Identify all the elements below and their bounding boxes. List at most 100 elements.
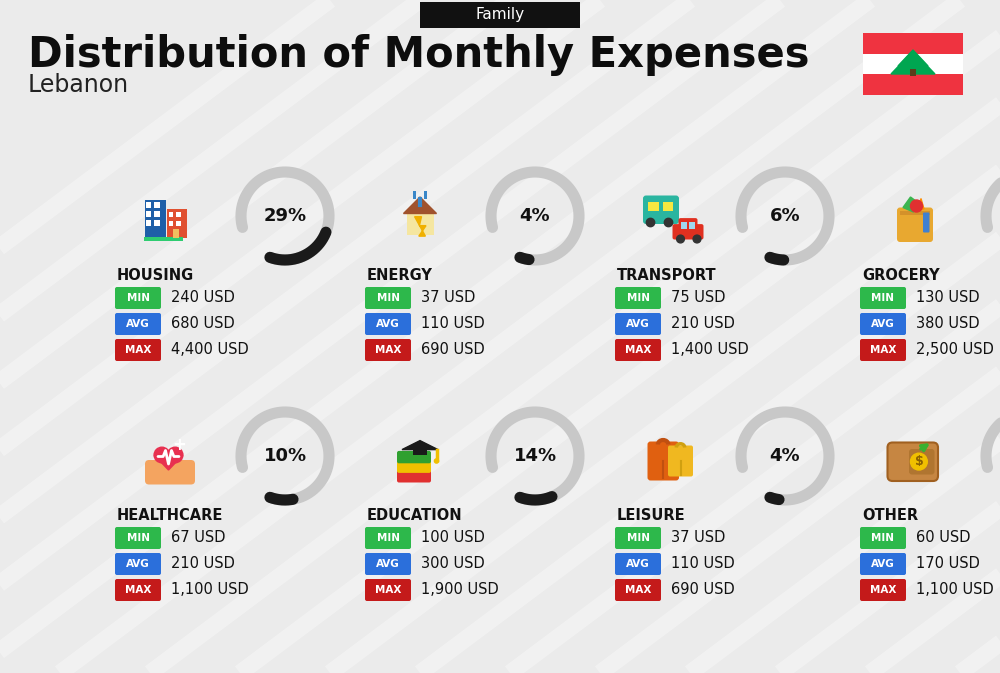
Text: MIN: MIN bbox=[872, 293, 895, 303]
Text: AVG: AVG bbox=[871, 559, 895, 569]
Text: 10%: 10% bbox=[263, 447, 307, 465]
FancyBboxPatch shape bbox=[365, 339, 411, 361]
FancyBboxPatch shape bbox=[662, 202, 673, 211]
Text: MAX: MAX bbox=[125, 345, 151, 355]
Text: HEALTHCARE: HEALTHCARE bbox=[117, 509, 223, 524]
Polygon shape bbox=[891, 51, 935, 74]
FancyBboxPatch shape bbox=[923, 213, 930, 232]
FancyBboxPatch shape bbox=[615, 287, 661, 309]
FancyBboxPatch shape bbox=[860, 579, 906, 601]
Text: 300 USD: 300 USD bbox=[421, 557, 485, 571]
FancyBboxPatch shape bbox=[365, 287, 411, 309]
Text: 690 USD: 690 USD bbox=[671, 583, 735, 598]
FancyBboxPatch shape bbox=[176, 221, 181, 225]
Text: 37 USD: 37 USD bbox=[421, 291, 475, 306]
Text: MIN: MIN bbox=[376, 293, 400, 303]
Text: 1,900 USD: 1,900 USD bbox=[421, 583, 499, 598]
Circle shape bbox=[677, 235, 684, 243]
FancyBboxPatch shape bbox=[146, 220, 151, 225]
Text: MIN: MIN bbox=[126, 293, 150, 303]
Text: AVG: AVG bbox=[626, 319, 650, 329]
Text: AVG: AVG bbox=[376, 319, 400, 329]
FancyBboxPatch shape bbox=[365, 527, 411, 549]
Polygon shape bbox=[154, 455, 183, 470]
Text: 67 USD: 67 USD bbox=[171, 530, 226, 546]
Text: 240 USD: 240 USD bbox=[171, 291, 235, 306]
Text: AVG: AVG bbox=[626, 559, 650, 569]
FancyBboxPatch shape bbox=[154, 220, 160, 225]
Text: 75 USD: 75 USD bbox=[671, 291, 726, 306]
FancyBboxPatch shape bbox=[615, 339, 661, 361]
Text: 4,400 USD: 4,400 USD bbox=[171, 343, 249, 357]
Text: AVG: AVG bbox=[126, 319, 150, 329]
FancyBboxPatch shape bbox=[909, 449, 934, 474]
Text: 1,100 USD: 1,100 USD bbox=[171, 583, 249, 598]
FancyBboxPatch shape bbox=[897, 207, 933, 242]
FancyBboxPatch shape bbox=[910, 69, 916, 76]
Text: 680 USD: 680 USD bbox=[171, 316, 235, 332]
Text: +: + bbox=[172, 436, 186, 454]
Circle shape bbox=[154, 447, 170, 463]
Text: $: $ bbox=[915, 455, 923, 468]
FancyBboxPatch shape bbox=[168, 212, 173, 217]
Text: 210 USD: 210 USD bbox=[171, 557, 235, 571]
FancyBboxPatch shape bbox=[860, 339, 906, 361]
FancyBboxPatch shape bbox=[115, 313, 161, 335]
Text: 690 USD: 690 USD bbox=[421, 343, 485, 357]
FancyBboxPatch shape bbox=[681, 222, 687, 229]
FancyBboxPatch shape bbox=[648, 202, 659, 211]
FancyBboxPatch shape bbox=[154, 202, 160, 207]
Text: 1,400 USD: 1,400 USD bbox=[671, 343, 749, 357]
FancyBboxPatch shape bbox=[863, 74, 963, 95]
FancyBboxPatch shape bbox=[860, 313, 906, 335]
Circle shape bbox=[910, 453, 927, 470]
FancyBboxPatch shape bbox=[900, 211, 930, 215]
FancyBboxPatch shape bbox=[115, 287, 161, 309]
FancyBboxPatch shape bbox=[615, 313, 661, 335]
Text: 380 USD: 380 USD bbox=[916, 316, 980, 332]
FancyBboxPatch shape bbox=[888, 443, 938, 481]
Text: MAX: MAX bbox=[625, 585, 651, 595]
FancyBboxPatch shape bbox=[413, 191, 416, 199]
FancyBboxPatch shape bbox=[860, 553, 906, 575]
FancyBboxPatch shape bbox=[615, 579, 661, 601]
Text: 110 USD: 110 USD bbox=[421, 316, 485, 332]
Text: TRANSPORT: TRANSPORT bbox=[617, 269, 717, 283]
Text: MIN: MIN bbox=[626, 293, 650, 303]
Circle shape bbox=[434, 459, 439, 463]
Text: EDUCATION: EDUCATION bbox=[367, 509, 463, 524]
FancyBboxPatch shape bbox=[397, 470, 431, 483]
Text: LEISURE: LEISURE bbox=[617, 509, 686, 524]
FancyBboxPatch shape bbox=[115, 553, 161, 575]
FancyBboxPatch shape bbox=[424, 191, 427, 199]
Circle shape bbox=[664, 218, 673, 227]
FancyBboxPatch shape bbox=[672, 224, 704, 240]
FancyBboxPatch shape bbox=[863, 54, 963, 74]
FancyBboxPatch shape bbox=[365, 579, 411, 601]
FancyBboxPatch shape bbox=[144, 200, 166, 238]
Text: MIN: MIN bbox=[626, 533, 650, 543]
Text: 170 USD: 170 USD bbox=[916, 557, 980, 571]
Polygon shape bbox=[918, 199, 924, 209]
FancyBboxPatch shape bbox=[615, 553, 661, 575]
Text: MAX: MAX bbox=[625, 345, 651, 355]
FancyBboxPatch shape bbox=[144, 237, 183, 240]
FancyBboxPatch shape bbox=[643, 195, 679, 224]
Text: AVG: AVG bbox=[871, 319, 895, 329]
FancyBboxPatch shape bbox=[860, 287, 906, 309]
Text: MAX: MAX bbox=[375, 345, 401, 355]
Text: MAX: MAX bbox=[125, 585, 151, 595]
Circle shape bbox=[167, 447, 183, 463]
Text: 130 USD: 130 USD bbox=[916, 291, 980, 306]
Text: 100 USD: 100 USD bbox=[421, 530, 485, 546]
FancyBboxPatch shape bbox=[397, 460, 431, 473]
FancyBboxPatch shape bbox=[115, 579, 161, 601]
Text: 4%: 4% bbox=[770, 447, 800, 465]
Text: Lebanon: Lebanon bbox=[28, 73, 129, 97]
FancyBboxPatch shape bbox=[689, 222, 695, 229]
FancyBboxPatch shape bbox=[668, 446, 693, 476]
Polygon shape bbox=[415, 217, 426, 236]
FancyBboxPatch shape bbox=[146, 202, 151, 207]
Circle shape bbox=[910, 200, 922, 212]
Text: 6%: 6% bbox=[770, 207, 800, 225]
